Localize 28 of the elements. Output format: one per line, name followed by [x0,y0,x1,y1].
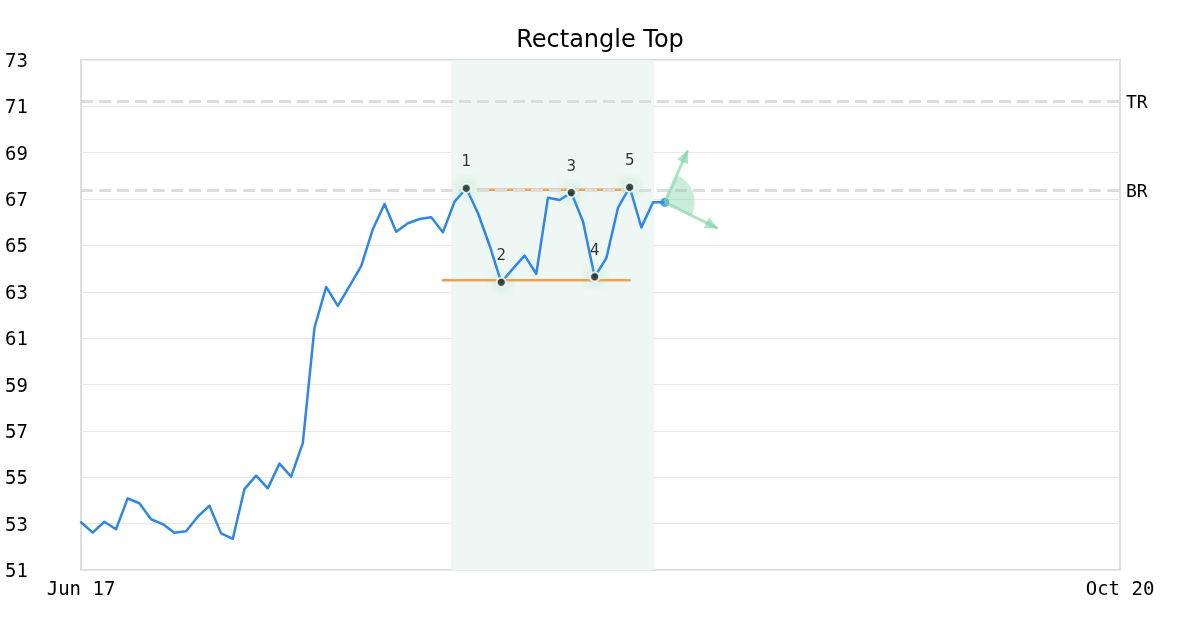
point [460,182,472,194]
series-label: 4 [589,240,600,259]
y-tick-label: 67 [5,188,28,211]
y-tick-label: 57 [5,419,28,442]
x-tick-label: Jun 17 [46,576,116,599]
chart-title: Rectangle Top [516,25,684,53]
y-tick-label: 51 [5,559,28,581]
point [660,197,670,207]
series-label: 5 [624,151,635,170]
ref-line-label: BR [1126,179,1148,201]
series-label: 2 [496,246,507,265]
point [495,276,507,288]
x-tick-label: Oct 20 [1085,576,1155,599]
y-tick-label: 73 [5,49,28,71]
ref-line-label: TR [1126,90,1148,112]
point [565,187,577,199]
y-tick-label: 61 [5,327,28,350]
y-tick-label: 53 [5,512,28,535]
y-tick-label: 63 [5,280,28,303]
series-label: 3 [566,156,577,175]
y-tick-label: 65 [5,234,28,257]
y-tick-label: 71 [5,95,28,118]
y-tick-label: 69 [5,141,28,164]
y-tick-label: 55 [5,466,28,489]
y-tick-label: 59 [5,373,28,396]
point [589,271,601,283]
series-label: 1 [461,152,472,171]
point [624,181,636,193]
